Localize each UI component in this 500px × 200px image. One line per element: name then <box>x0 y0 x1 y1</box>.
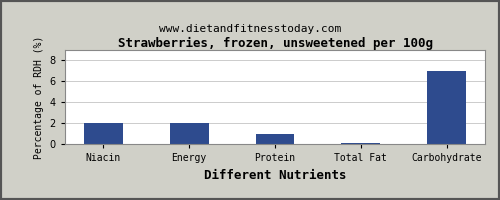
Bar <box>84 123 122 144</box>
Y-axis label: Percentage of RDH (%): Percentage of RDH (%) <box>34 35 44 159</box>
Text: www.dietandfitnesstoday.com: www.dietandfitnesstoday.com <box>159 24 341 34</box>
X-axis label: Different Nutrients: Different Nutrients <box>204 169 346 182</box>
Title: Strawberries, frozen, unsweetened per 100g: Strawberries, frozen, unsweetened per 10… <box>118 37 432 50</box>
Bar <box>342 143 380 144</box>
Bar <box>256 134 294 144</box>
Bar <box>170 123 208 144</box>
Bar <box>428 71 466 144</box>
